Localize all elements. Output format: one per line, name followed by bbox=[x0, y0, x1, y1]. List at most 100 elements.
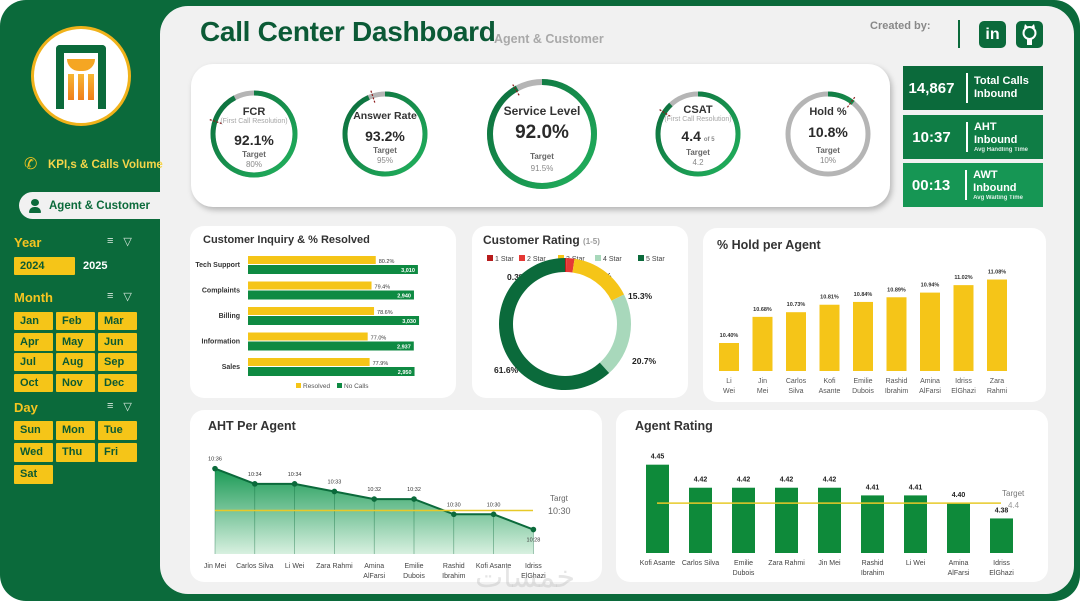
day-option-fri[interactable]: Fri bbox=[98, 443, 137, 462]
agent-label: Jin Mei bbox=[204, 563, 227, 570]
agent-label: Dubois bbox=[733, 570, 755, 577]
day-option-sat[interactable]: Sat bbox=[14, 465, 53, 484]
hold-bar bbox=[987, 279, 1007, 371]
day-option-tue[interactable]: Tue bbox=[98, 421, 137, 440]
agent-rating-title: Agent Rating bbox=[635, 419, 713, 433]
agent-label: Rashid bbox=[886, 378, 908, 385]
agent-label: Amina bbox=[920, 378, 940, 385]
gauge-subtitle: (First Call Resolution) bbox=[220, 118, 288, 125]
company-logo bbox=[31, 26, 131, 126]
gauge-value-suffix: of 5 bbox=[703, 137, 715, 143]
clear-filter-icon[interactable]: ▽ bbox=[123, 236, 132, 248]
aht-point bbox=[371, 496, 377, 502]
gauge-answer-rate: Answer Rate 93.2% Target 95% bbox=[336, 85, 434, 183]
year-option-2025[interactable]: 2025 bbox=[83, 260, 108, 272]
gauge-value-wrap: 4.4 of 5 bbox=[649, 128, 747, 144]
gauge-csat: CSAT (First Call Resolution) 4.4 of 5 Target… bbox=[649, 85, 747, 183]
category-label: Tech Support bbox=[195, 262, 240, 269]
resolved-label: 79.4% bbox=[375, 285, 391, 291]
hold-per-agent-card: % Hold per Agent 10.40% Li Wei 10.68% Jin Mei… bbox=[703, 228, 1046, 402]
legend-resolved: Resolved bbox=[303, 383, 330, 390]
rating-bar bbox=[904, 495, 927, 553]
month-option-mar[interactable]: Mar bbox=[98, 312, 137, 330]
agent-label: Amina bbox=[364, 563, 384, 570]
kpi-label: AHT Inbound bbox=[973, 121, 1018, 146]
resolved-label: 77.0% bbox=[371, 336, 387, 342]
day-option-thu[interactable]: Thu bbox=[56, 443, 95, 462]
customer-rating-title: Customer Rating bbox=[483, 233, 580, 247]
aht-value-label: 10:34 bbox=[288, 472, 302, 478]
month-option-dec[interactable]: Dec bbox=[98, 373, 137, 392]
rating-bar bbox=[818, 487, 841, 553]
clear-filter-icon[interactable]: ▽ bbox=[123, 401, 132, 413]
multi-select-icon[interactable]: ≡ bbox=[107, 400, 114, 412]
aht-value-label: 10:36 bbox=[208, 457, 222, 463]
rating-value-label: 4.42 bbox=[823, 477, 837, 484]
month-slicer-title: Month bbox=[14, 290, 53, 305]
aht-point bbox=[451, 511, 457, 518]
agent-label: Kofi Asante bbox=[476, 563, 512, 570]
year-option-2024[interactable]: 2024 bbox=[14, 257, 75, 275]
multi-select-icon[interactable]: ≡ bbox=[107, 235, 114, 247]
multi-select-icon[interactable]: ≡ bbox=[107, 290, 114, 302]
kpi-label: Total Calls Inbound bbox=[974, 75, 1029, 100]
day-option-mon[interactable]: Mon bbox=[56, 421, 95, 440]
agent-label: Carlos Silva bbox=[682, 560, 719, 567]
aht-point bbox=[252, 481, 258, 487]
page-title: Call Center Dashboard bbox=[200, 16, 496, 47]
resolved-bar bbox=[248, 358, 370, 366]
aht-point bbox=[331, 488, 338, 495]
aht-point bbox=[411, 496, 417, 502]
day-option-sun[interactable]: Sun bbox=[14, 421, 53, 440]
agent-label: Ibrahim bbox=[885, 388, 909, 395]
agent-label: Ibrahim bbox=[861, 570, 885, 577]
month-option-apr[interactable]: Apr bbox=[14, 332, 53, 351]
calls-label: 3,030 bbox=[402, 319, 416, 325]
rating-bar bbox=[861, 495, 884, 553]
category-label: Complaints bbox=[202, 288, 240, 295]
header-divider bbox=[958, 20, 960, 48]
github-icon[interactable] bbox=[1016, 21, 1043, 48]
legend-swatch bbox=[519, 255, 525, 261]
rating-value-label: 4.42 bbox=[694, 477, 708, 484]
gauge-target-marker bbox=[846, 95, 857, 108]
agent-icon bbox=[29, 198, 41, 213]
gauge-hold: Hold % 10.8% Target 10% bbox=[779, 85, 877, 183]
month-option-jul[interactable]: Jul bbox=[14, 353, 53, 371]
rating-bar bbox=[732, 487, 755, 553]
nav-agent-customer[interactable]: Agent & Customer bbox=[19, 192, 160, 219]
resolved-bar bbox=[248, 332, 368, 341]
aht-value-label: 10:33 bbox=[328, 479, 342, 485]
agent-label: Jin bbox=[758, 378, 767, 385]
nav-kpis-calls-volume[interactable]: ✆ KPI,s & Calls Volume bbox=[24, 156, 163, 174]
month-option-sep[interactable]: Sep bbox=[98, 353, 137, 371]
agent-label: Dubois bbox=[403, 573, 425, 580]
legend-label: 1 Star bbox=[495, 256, 514, 263]
hold-value-label: 10.73% bbox=[787, 302, 806, 308]
gauge-name: CSAT bbox=[683, 104, 713, 116]
gauge-name: Answer Rate bbox=[353, 110, 417, 122]
aht-value-label: 10:28 bbox=[527, 538, 541, 544]
gauge-target-label: Target bbox=[373, 146, 397, 155]
month-option-may[interactable]: May bbox=[56, 332, 95, 351]
agent-label: Kofi Asante bbox=[640, 560, 676, 567]
legend-no-calls: No Calls bbox=[344, 383, 369, 390]
agent-label: Rashid bbox=[443, 563, 465, 570]
clear-filter-icon[interactable]: ▽ bbox=[123, 291, 132, 303]
resolved-label: 78.6% bbox=[377, 310, 393, 316]
kpi-card-aht: 10:37 AHT Inbound Avg Handling Time bbox=[903, 115, 1043, 159]
inquiry-chart-title: Customer Inquiry & % Resolved bbox=[203, 234, 370, 246]
month-option-aug[interactable]: Aug bbox=[56, 353, 95, 371]
agent-label: Emilie bbox=[404, 563, 423, 570]
month-option-feb[interactable]: Feb bbox=[56, 312, 95, 330]
month-option-oct[interactable]: Oct bbox=[14, 373, 53, 392]
hold-per-agent-chart: 10.40% Li Wei 10.68% Jin Mei 10.73% Carlos Silva… bbox=[719, 270, 1008, 395]
legend-swatch-resolved bbox=[296, 383, 301, 388]
linkedin-icon[interactable]: in bbox=[979, 21, 1006, 48]
month-option-nov[interactable]: Nov bbox=[56, 373, 95, 392]
month-option-jun[interactable]: Jun bbox=[98, 332, 137, 351]
month-option-jan[interactable]: Jan bbox=[14, 312, 53, 330]
aht-value-label: 10:32 bbox=[367, 487, 381, 493]
agent-label: Zara bbox=[990, 378, 1005, 385]
day-option-wed[interactable]: Wed bbox=[14, 443, 53, 462]
